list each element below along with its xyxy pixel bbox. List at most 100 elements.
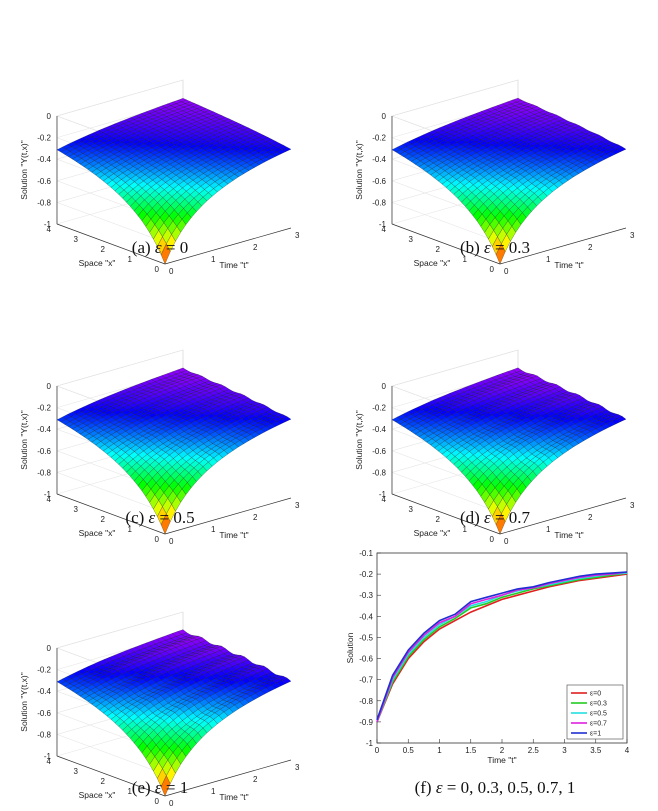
t-axis-label: Time "t" — [554, 530, 583, 540]
t-axis-label: Time "t" — [219, 530, 248, 540]
series-line — [376, 571, 628, 723]
y-tick-label: -0.7 — [359, 676, 373, 685]
x-axis-label: Space "x" — [79, 790, 116, 800]
x-tick-label: 3 — [74, 767, 79, 776]
x-tick-label: 0 — [155, 797, 160, 806]
z-axis-label: Solution "Y(t,x)" — [19, 410, 29, 469]
z-tick-label: -0.8 — [372, 468, 386, 477]
surface-patch — [281, 416, 292, 422]
t-tick-label: 1 — [546, 255, 551, 264]
t-tick-label: 3 — [295, 501, 300, 510]
x-axis-label: Space "x" — [79, 528, 116, 538]
y-tick-label: -0.6 — [359, 655, 373, 664]
z-tick-label: 0 — [47, 644, 52, 653]
z-tick-label: -1 — [379, 490, 387, 499]
legend-box — [566, 684, 624, 740]
y-tick-label: -0.1 — [359, 549, 373, 558]
x-tick-label: 1 — [463, 255, 468, 264]
t-tick-label: 2 — [588, 243, 593, 252]
x-tick-label: 2 — [101, 515, 106, 524]
t-axis-label: Time "t" — [219, 792, 248, 802]
caption-b: (b) ε = 0.3 — [459, 238, 531, 257]
series-line — [376, 571, 628, 721]
surface-panel-b: 0 -0.2 -0.4 -0.6 -0.8 -1 4 3 2 1 0 0 1 2 3 Solution "Y(… — [345, 20, 645, 276]
t-tick-label: 1 — [211, 787, 216, 796]
x-tick-label: 4 — [382, 495, 387, 504]
surface-patch — [616, 416, 627, 422]
t-tick-label: 0 — [504, 537, 509, 546]
legend-entry: ε=0.5 — [590, 711, 607, 718]
x-tick-label: 3 — [74, 505, 79, 514]
z-axis-label: Solution "Y(t,x)" — [354, 140, 364, 199]
surface-panel-d: 0 -0.2 -0.4 -0.6 -0.8 -1 4 3 2 1 0 0 1 2 3 Solution "Y(… — [345, 290, 645, 546]
caption-a: (a) ε = 0 — [131, 238, 189, 257]
x-tick-label: 3.5 — [590, 746, 602, 755]
t-tick-label: 0 — [169, 267, 174, 276]
x-axis-label: Space "x" — [414, 258, 451, 268]
t-tick-label: 3 — [295, 231, 300, 240]
z-tick-label: -0.6 — [372, 447, 386, 456]
caption-c: (c) ε = 0.5 — [125, 508, 195, 527]
z-tick-label: -0.2 — [37, 666, 51, 675]
z-axis-label: Solution "Y(t,x)" — [19, 140, 29, 199]
surface-patch — [281, 147, 292, 152]
z-tick-label: 0 — [47, 112, 52, 121]
y-tick-label: -0.3 — [359, 591, 373, 600]
surface-panel-c: 0 -0.2 -0.4 -0.6 -0.8 -1 4 3 2 1 0 0 1 2 3 Solution "Y(… — [10, 290, 310, 546]
surface-mesh — [391, 97, 627, 265]
t-tick-label: 1 — [211, 525, 216, 534]
x-tick-label: 1 — [463, 525, 468, 534]
x-tick-label: 0 — [490, 535, 495, 544]
z-tick-label: -1 — [44, 490, 52, 499]
t-tick-label: 2 — [253, 775, 258, 784]
t-tick-label: 0 — [169, 537, 174, 546]
surface-mesh — [56, 98, 292, 265]
z-tick-label: -0.4 — [372, 155, 386, 164]
line-panel-f: -0.1 -0.2 -0.3 -0.4 -0.5 -0.6 -0.7 -0.8 -0.9 -1 0 0… — [335, 545, 645, 770]
x-tick-label: 2 — [436, 245, 441, 254]
caption-d: (d) ε = 0.7 — [459, 508, 531, 527]
caption-e: (e) ε = 1 — [131, 778, 189, 797]
series-line — [376, 572, 628, 723]
surface-patch — [616, 146, 627, 152]
z-tick-label: 0 — [382, 382, 387, 391]
z-tick-label: 0 — [382, 112, 387, 121]
x-tick-label: 2 — [436, 515, 441, 524]
z-tick-label: -0.8 — [37, 468, 51, 477]
z-tick-label: -0.6 — [37, 177, 51, 186]
x-tick-label: 3 — [74, 235, 79, 244]
series-line — [376, 573, 628, 723]
z-tick-label: -0.4 — [37, 687, 51, 696]
z-tick-label: -1 — [44, 752, 52, 761]
z-tick-label: -0.6 — [37, 709, 51, 718]
x-axis-label: Space "x" — [79, 258, 116, 268]
x-tick-label: 3 — [562, 746, 567, 755]
z-tick-label: -0.2 — [37, 404, 51, 413]
z-tick-label: -0.6 — [372, 177, 386, 186]
z-tick-label: -0.8 — [37, 730, 51, 739]
x-tick-label: 4 — [47, 225, 52, 234]
z-tick-label: 0 — [47, 382, 52, 391]
surface-patch — [281, 677, 292, 684]
z-tick-label: -0.6 — [37, 447, 51, 456]
t-axis-label: Time "t" — [554, 260, 583, 270]
x-tick-label: 0 — [490, 265, 495, 274]
t-tick-label: 1 — [546, 525, 551, 534]
z-tick-label: -0.4 — [372, 425, 386, 434]
y-tick-label: -0.2 — [359, 570, 373, 579]
line-chart-f: -0.1 -0.2 -0.3 -0.4 -0.5 -0.6 -0.7 -0.8 -0.9 -10 0… — [345, 549, 630, 765]
surface-mesh — [391, 367, 627, 535]
x-tick-label: 4 — [382, 225, 387, 234]
z-tick-label: -0.8 — [37, 198, 51, 207]
surface-mesh — [56, 629, 292, 797]
x-tick-label: 2.5 — [528, 746, 540, 755]
x-tick-label: 3 — [409, 235, 414, 244]
t-tick-label: 2 — [588, 513, 593, 522]
surface-mesh — [56, 367, 292, 535]
y-tick-label: -0.4 — [359, 612, 373, 621]
z-tick-label: -0.4 — [37, 155, 51, 164]
t-tick-label: 3 — [630, 501, 635, 510]
